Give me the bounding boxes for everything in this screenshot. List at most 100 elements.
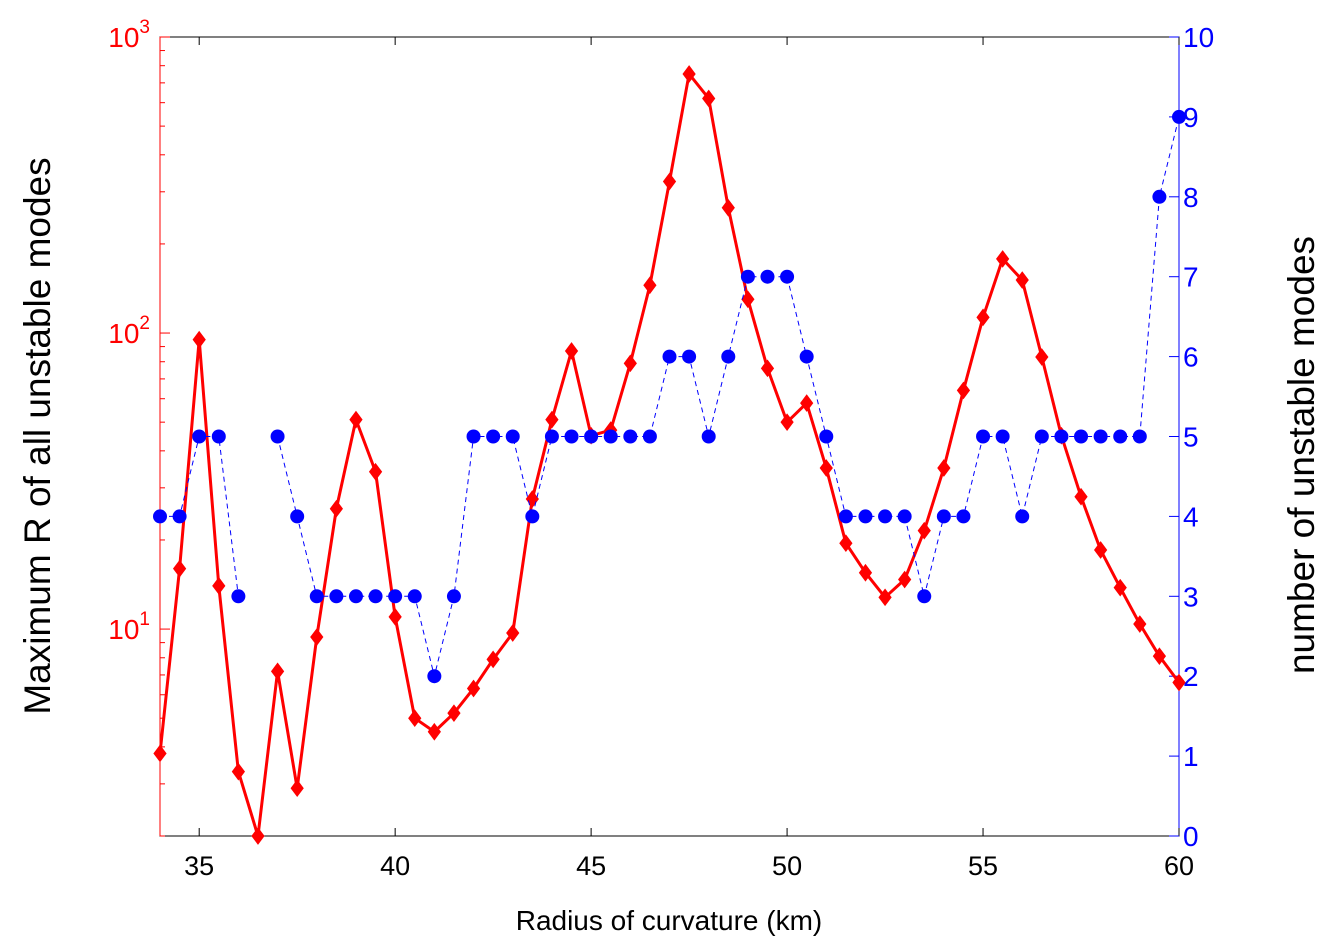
max-r-point [408,709,422,728]
max-r-point [506,624,520,642]
mode-count-point [1015,509,1030,524]
max-r-point [1152,647,1167,666]
max-r-series [153,65,1186,845]
left-axis-label: Maximum R of all unstable modes [17,157,58,714]
left-tick-base: 10 [108,614,139,645]
mode-count-point [1132,429,1147,444]
mode-count-point [368,589,383,604]
max-r-point [290,779,304,798]
right-axis-label: number of unstable modes [1281,236,1322,674]
max-r-point [1074,487,1088,506]
mode-count-point [1172,109,1186,124]
max-r-point [760,359,775,378]
max-r-point [545,410,559,429]
right-tick-label: 8 [1183,182,1199,213]
mode-count-point [329,589,344,604]
max-r-point [800,394,814,412]
mode-count-point [976,429,991,444]
mode-count-point [270,429,285,444]
max-r-point [1093,541,1108,559]
mode-count-point [192,429,207,444]
mode-count-point [838,509,853,524]
mode-count-point [662,349,677,364]
left-tick-label: 102 [108,313,150,349]
max-r-point [662,172,677,191]
right-tick-label: 4 [1183,501,1199,532]
mode-count-point [858,509,873,524]
mode-count-point [1034,429,1049,444]
left-tick-exponent: 3 [139,17,150,38]
x-tick-label: 35 [184,851,214,881]
mode-count-point [1093,429,1108,444]
left-tick-label: 103 [108,17,150,53]
mode-count-point [564,429,579,444]
max-r-point [682,65,696,83]
mode-count-point [917,589,932,604]
max-r-point [231,762,246,781]
max-r-point [172,559,187,578]
mode-count-point [682,349,697,364]
max-r-point [996,250,1010,268]
mode-count-point [642,429,657,444]
mode-count-point [1152,189,1167,204]
right-tick-label: 2 [1183,661,1199,692]
left-tick-exponent: 1 [139,609,150,630]
max-r-point [937,459,951,477]
mode-count-point [486,429,501,444]
max-r-point [447,704,461,722]
mode-count-point [721,349,736,364]
max-r-point [898,570,912,589]
left-tick-exponent: 2 [139,313,150,334]
max-r-point [1133,615,1147,633]
max-r-point [1113,578,1127,597]
max-r-point [741,290,755,309]
mode-count-point [172,509,187,524]
mode-count-point [466,429,481,444]
mode-count-point [1113,429,1128,444]
mode-count-point [544,429,559,444]
right-tick-label: 0 [1183,821,1199,852]
max-r-point [192,330,206,349]
max-r-point [721,198,735,217]
axis-labels: Radius of curvature (km) Maximum R of al… [17,157,1322,936]
max-r-point [819,459,833,477]
mode-count-point [603,429,618,444]
mode-count-point [211,429,226,444]
max-r-point [623,354,637,373]
right-tick-label: 7 [1183,262,1199,293]
max-r-point [212,576,226,595]
max-r-point [1172,673,1186,692]
x-axis-label: Radius of curvature (km) [516,905,823,936]
max-r-point [858,563,873,582]
right-tick-label: 10 [1183,22,1214,53]
mode-count-point [584,429,599,444]
max-r-point [368,462,383,481]
x-tick-label: 50 [772,851,802,881]
mode-count-point [819,429,834,444]
max-r-point [878,588,892,607]
right-tick-label: 6 [1183,342,1199,373]
mode-count-point [290,509,305,524]
max-r-point [427,722,441,741]
mode-count-point [525,509,540,524]
right-tick-label: 9 [1183,102,1199,133]
right-tick-label: 1 [1183,741,1199,772]
max-r-point [329,499,343,518]
max-r-point [917,521,931,540]
mode-count-point [1074,429,1089,444]
mode-count-point [780,269,795,284]
mode-count-point [878,509,893,524]
max-r-point [1015,271,1029,289]
right-tick-label: 5 [1183,422,1199,453]
x-tick-label: 45 [576,851,606,881]
mode-count-point [760,269,775,284]
max-r-point [466,679,481,698]
x-tick-label: 60 [1164,851,1194,881]
mode-count-point [309,589,324,604]
mode-count-point [1054,429,1069,444]
max-r-point [976,308,990,327]
mode-count-point [505,429,520,444]
mode-count-point [799,349,814,364]
